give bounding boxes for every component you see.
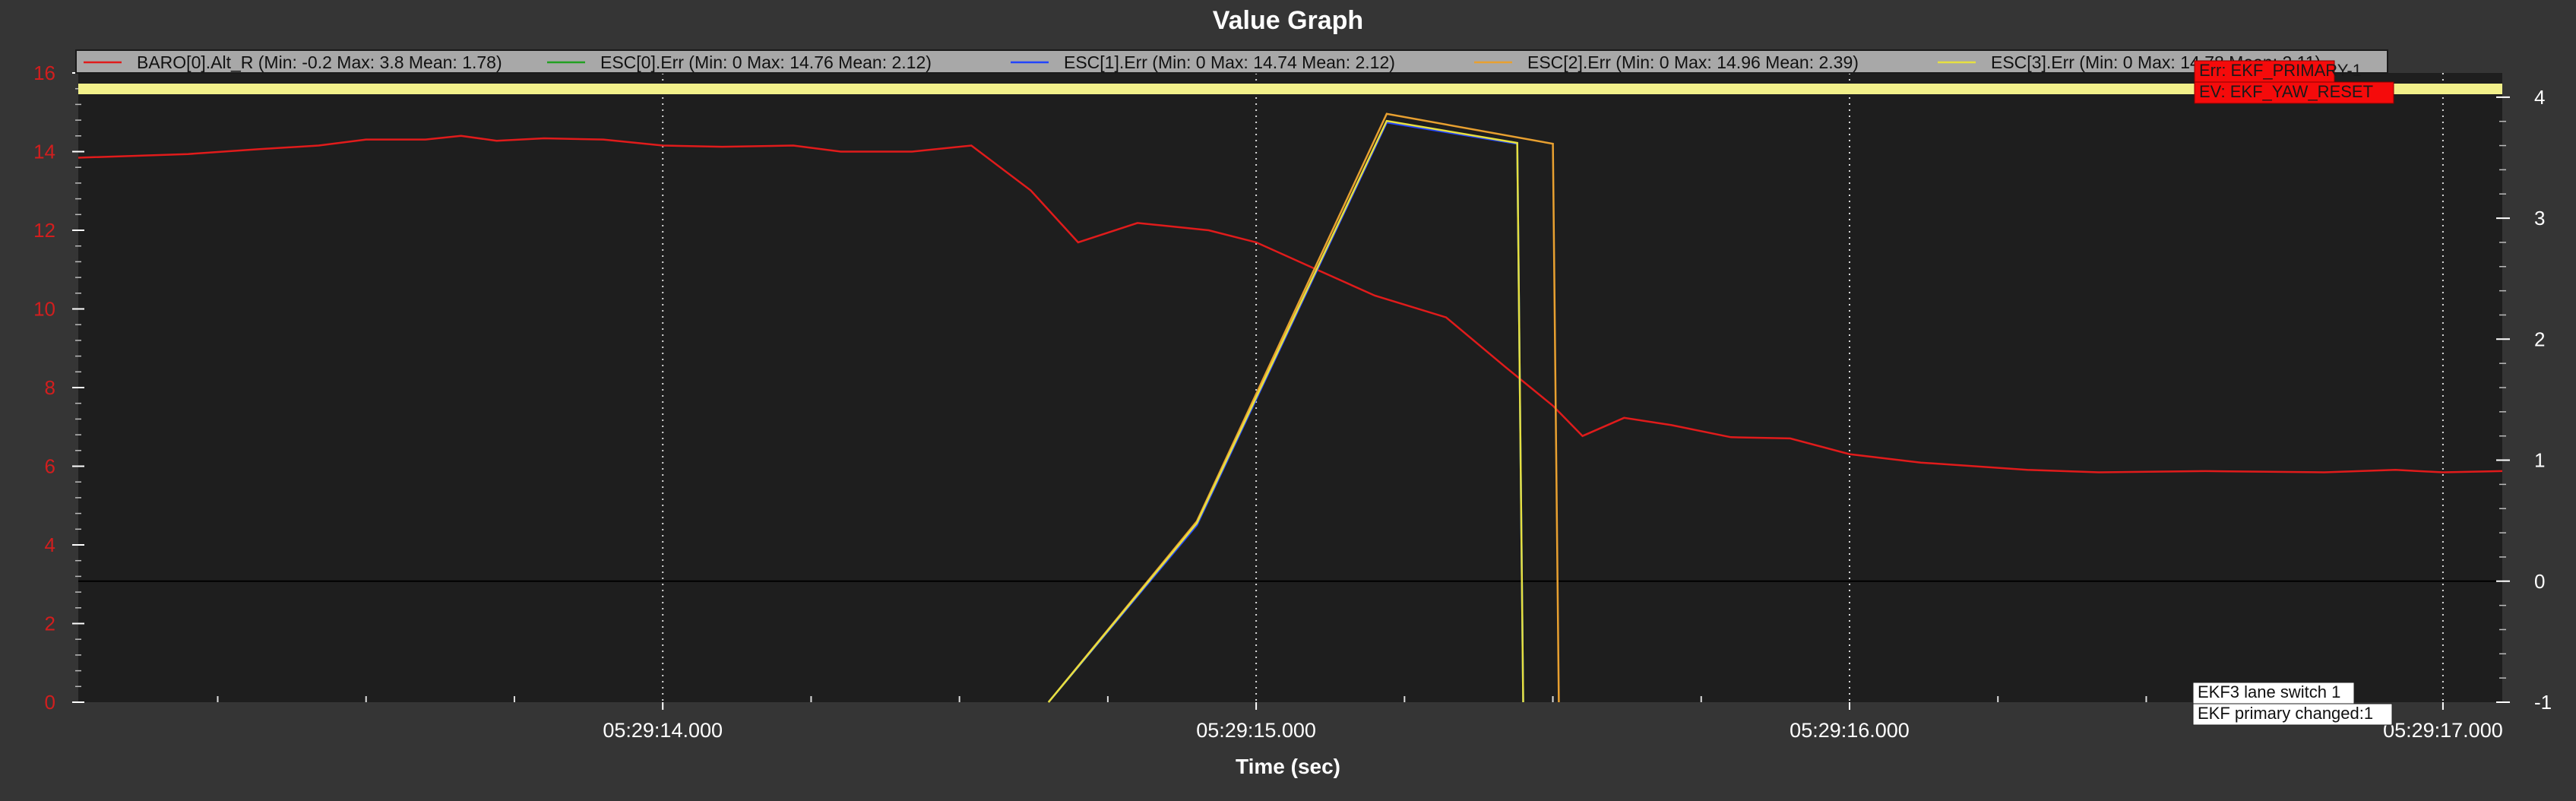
y-right-tick-label: 1 [2534, 449, 2545, 472]
y-left-tick-label: 8 [45, 376, 55, 399]
legend-entry: ESC[0].Err (Min: 0 Max: 14.76 Mean: 2.12… [600, 52, 932, 72]
event-marker-label: EKF3 lane switch 1 [2198, 682, 2340, 701]
event-marker-box [2194, 81, 2394, 104]
axis-layer: 05:29:14.000 05:29:15.000 05:29:16.000 05:2… [33, 62, 2552, 742]
event-marker-label: EKF primary changed:1 [2198, 704, 2373, 723]
legend-entry: ESC[1].Err (Min: 0 Max: 14.74 Mean: 2.12… [1064, 52, 1395, 72]
x-tick-label: 05:29:17.000 [2383, 719, 2503, 742]
x-axis-label: Time (sec) [1236, 755, 1340, 778]
legend-entry: BARO[0].Alt_R (Min: -0.2 Max: 3.8 Mean: … [137, 52, 502, 72]
event-marker-box [2192, 703, 2393, 726]
y-right-tick-label: 3 [2534, 207, 2545, 230]
event-marker-label: Err: EKF_PRIMARY-1 [2199, 61, 2362, 80]
legend: BARO[0].Alt_R (Min: -0.2 Max: 3.8 Mean: … [75, 49, 2388, 74]
plot-area [78, 73, 2502, 702]
y-right-tick-label: 2 [2534, 328, 2545, 350]
event-markers: Err: EKF_PRIMARY-1 EV: EKF_YAW_RESET EKF3 … [2192, 60, 2394, 726]
y-right-tick-label: 4 [2534, 86, 2545, 109]
y-left-tick-label: 12 [33, 219, 55, 242]
grid-layer [78, 73, 2502, 702]
y-left-tick-label: 10 [33, 298, 55, 321]
y-left-tick-label: 6 [45, 455, 55, 478]
series-line-0 [78, 135, 2503, 473]
series-layer [78, 112, 2503, 703]
y-left-tick-label: 16 [33, 62, 55, 84]
y-left-tick-label: 0 [45, 691, 55, 714]
x-tick-label: 05:29:15.000 [1196, 719, 1316, 742]
y-left-tick-label: 4 [45, 533, 55, 556]
x-tick-label: 05:29:16.000 [1790, 719, 1910, 742]
event-marker-box [2194, 60, 2335, 83]
y-right-tick-label: 0 [2534, 570, 2545, 593]
x-tick-label: 05:29:14.000 [603, 719, 723, 742]
legend-box [75, 49, 2388, 74]
chart-title: Value Graph [1213, 6, 1363, 35]
y-left-tick-label: 2 [45, 613, 55, 635]
series-line-4 [1047, 119, 1524, 703]
highlight-band [78, 84, 2502, 94]
event-marker-label: EV: EKF_YAW_RESET [2199, 82, 2373, 101]
y-right-tick-label: -1 [2534, 691, 2552, 714]
y-left-tick-label: 14 [33, 141, 55, 163]
legend-entry: ESC[2].Err (Min: 0 Max: 14.96 Mean: 2.39… [1527, 52, 1859, 72]
